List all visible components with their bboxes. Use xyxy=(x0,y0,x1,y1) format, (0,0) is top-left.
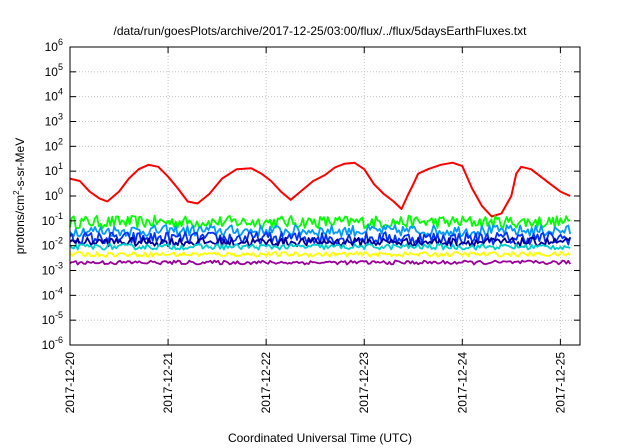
y-tick-label: 10-6 xyxy=(42,335,63,352)
y-tick-label: 102 xyxy=(45,136,63,153)
y-tick-label: 10-2 xyxy=(42,236,63,253)
series-line xyxy=(69,236,571,248)
y-tick-label: 10-5 xyxy=(42,310,63,327)
y-axis-label: protons/cm2-s-sr-MeV xyxy=(12,138,27,254)
y-tick-label: 106 xyxy=(45,37,63,54)
y-axis: 106 105 104 103 102 101 100 10-1 10-2 10-3 10-4 10-… xyxy=(42,37,580,352)
y-tick-label: 10-3 xyxy=(42,261,63,278)
y-tick-label: 100 xyxy=(45,186,63,203)
grid xyxy=(70,47,580,345)
series-group xyxy=(69,161,572,266)
y-tick-label: 103 xyxy=(45,112,63,129)
series-line xyxy=(69,231,572,246)
x-tick-label: 2017-12-21 xyxy=(161,352,175,414)
series-line xyxy=(69,251,571,258)
series-line xyxy=(69,161,571,218)
y-tick-label: 105 xyxy=(45,62,63,79)
x-axis: 2017-12-20 2017-12-21 2017-12-22 2017-12-23… xyxy=(63,47,567,413)
y-tick-label: 104 xyxy=(45,87,63,104)
series-line xyxy=(69,259,571,266)
x-tick-label: 2017-12-23 xyxy=(357,352,371,414)
x-tick-label: 2017-12-22 xyxy=(259,352,273,414)
series-line xyxy=(69,214,571,230)
x-axis-label: Coordinated Universal Time (UTC) xyxy=(228,431,412,445)
y-tick-label: 101 xyxy=(45,161,63,178)
series-line xyxy=(69,243,571,251)
y-tick-label: 10-1 xyxy=(42,211,63,228)
x-tick-label: 2017-12-20 xyxy=(63,352,77,414)
y-tick-label: 10-4 xyxy=(42,285,63,302)
x-tick-label: 2017-12-25 xyxy=(553,352,567,414)
x-tick-label: 2017-12-24 xyxy=(455,352,469,414)
chart-title: /data/run/goesPlots/archive/2017-12-25/0… xyxy=(114,24,528,38)
